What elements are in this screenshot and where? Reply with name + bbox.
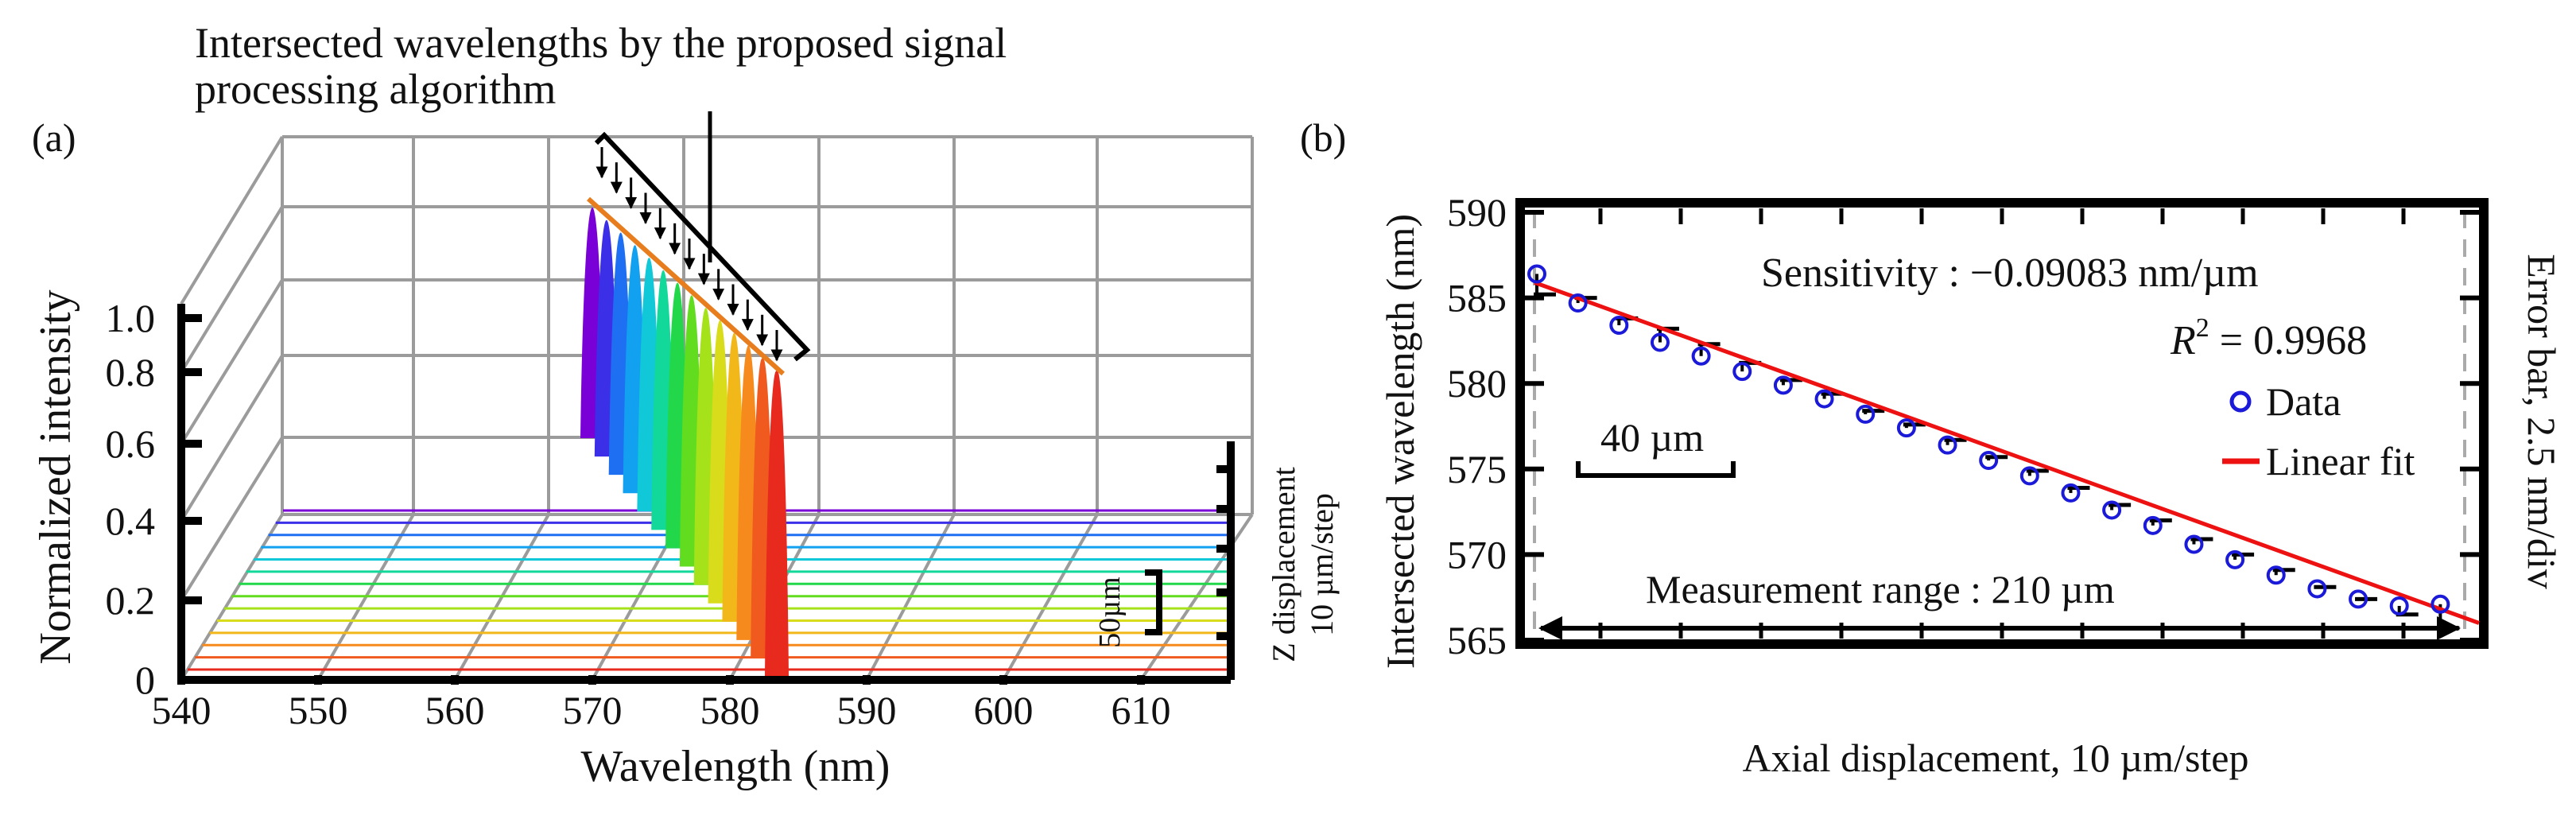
data-point: [2102, 500, 2122, 520]
x-tick-label-a: 570: [563, 688, 623, 732]
data-point: [2266, 565, 2286, 585]
data-point: [1609, 316, 1629, 336]
measurement-range-label: Measurement range : 210 µm: [1646, 567, 2115, 612]
y-tick-label-b: 575: [1447, 447, 1507, 491]
z-axis-label-line2: 10 µm/step: [1304, 493, 1340, 636]
y-axis-label-b: Intersected wavelength (nm): [1378, 214, 1422, 669]
legend-data-label: Data: [2266, 379, 2341, 424]
data-point: [2184, 534, 2204, 554]
data-point: [2143, 515, 2163, 535]
spectra-group: [580, 196, 789, 677]
data-point: [2389, 596, 2409, 615]
z-axis-label-line1: Z displacement: [1266, 467, 1302, 662]
y-tick-label-b: 565: [1447, 618, 1507, 662]
panel-a: (a) Intersected wavelengths by the propo…: [31, 19, 1340, 791]
y-tick-label-a: 0.8: [106, 350, 156, 394]
y-tick-label-a: 0: [135, 658, 155, 702]
data-point: [1691, 346, 1711, 366]
data-point: [2061, 483, 2081, 503]
side-edge-top: [180, 135, 284, 305]
data-point: [2349, 589, 2368, 609]
data-point: [1527, 264, 1546, 284]
data-point: [2431, 594, 2450, 614]
scale-bar-label: 40 µm: [1600, 415, 1704, 460]
y-axis-label-a: Normalized intensity: [31, 289, 80, 664]
data-point: [1896, 418, 1916, 438]
r2-exponent: 2: [2196, 313, 2209, 343]
x-tick-label-a: 540: [152, 688, 211, 732]
y-tick-label-a: 0.2: [106, 578, 156, 623]
right-axis-label-b: Error bar, 2.5 nm/div: [2520, 254, 2564, 589]
y-tick-label-b: 585: [1447, 276, 1507, 320]
side-grid-line: [180, 436, 284, 602]
data-point: [2307, 579, 2327, 599]
annotation-bracket: [594, 111, 811, 362]
data-points: [1527, 264, 2450, 615]
legend-fit-label: Linear fit: [2266, 439, 2415, 483]
side-grid-line: [180, 354, 284, 522]
sensitivity-text: Sensitivity : −0.09083 nm/µm: [1761, 250, 2259, 296]
r2-value: = 0.9968: [2209, 318, 2367, 363]
side-grid-line: [180, 278, 284, 445]
data-point: [1979, 451, 1999, 471]
r2-symbol: R: [2170, 318, 2196, 363]
intersection-line: [586, 196, 786, 376]
y-tick-label-b: 570: [1447, 532, 1507, 577]
y-tick-label-b: 590: [1447, 190, 1507, 235]
data-point: [1650, 332, 1670, 352]
x-tick-label-a: 590: [837, 688, 897, 732]
panel-a-label: (a): [32, 115, 76, 160]
data-point: [1732, 362, 1752, 382]
y-tick-label-a: 1.0: [106, 296, 156, 340]
panel-b-label: (b): [1300, 115, 1346, 160]
bracket: [594, 131, 811, 362]
annotation-text-line2: processing algorithm: [195, 65, 556, 113]
y-tick-label-a: 0.4: [106, 499, 156, 543]
plot-frame-b: [1515, 198, 2489, 649]
scale-bracket-a: [1145, 569, 1162, 635]
data-point: [1773, 375, 1793, 395]
axes-a: 540 550 560 570 580 590 600 610 0 0.2 0.4 0.6 0.8 1.0: [106, 296, 1235, 732]
panel-b: (b) 565 570 575 580 585 590 Sensitivity : −0.…: [1300, 115, 2564, 780]
spectrum-peak: [764, 370, 789, 677]
x-axis-label-b: Axial displacement, 10 µm/step: [1742, 736, 2248, 780]
data-point: [1814, 389, 1834, 409]
data-point: [1938, 435, 1957, 455]
data-point: [1856, 404, 1876, 424]
x-tick-label-a: 550: [289, 688, 348, 732]
scale-label-a: 50µm: [1093, 577, 1127, 647]
data-point: [2225, 549, 2245, 569]
r-squared-text: R2 = 0.9968: [2170, 313, 2367, 363]
data-point: [1568, 293, 1588, 313]
data-point: [2019, 466, 2039, 486]
x-tick-label-a: 600: [974, 688, 1034, 732]
x-axis-label-a: Wavelength (nm): [581, 742, 890, 791]
annotation-text-line1: Intersected wavelengths by the proposed …: [195, 19, 1007, 67]
linear-fit-line: [1534, 280, 2480, 625]
scale-bar-40um: [1576, 461, 1736, 478]
x-tick-label-a: 560: [425, 688, 485, 732]
legend-data-marker: [2229, 390, 2252, 413]
side-grid-line: [180, 205, 284, 374]
y-tick-label-b: 580: [1447, 361, 1507, 406]
x-tick-label-a: 580: [700, 688, 760, 732]
y-tick-label-a: 0.6: [106, 421, 156, 466]
x-tick-label-a: 610: [1111, 688, 1171, 732]
